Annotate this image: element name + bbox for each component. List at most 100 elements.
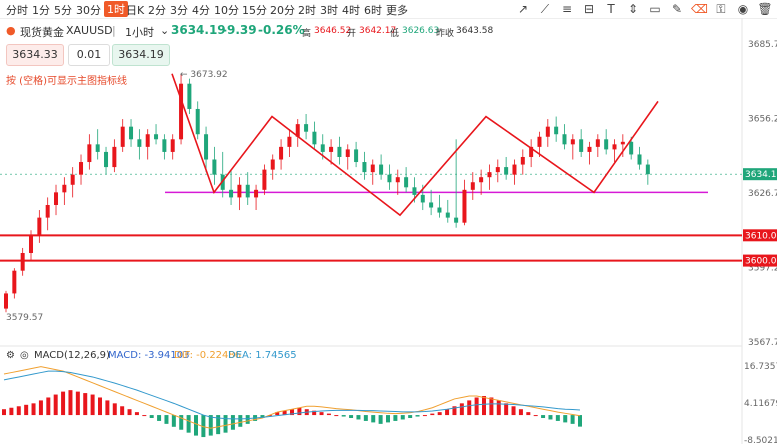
candle-body <box>537 136 542 147</box>
dif-value: DIF: -0.22486 <box>174 350 242 361</box>
macd-bar <box>134 412 139 416</box>
eraser-icon[interactable]: ⌫ <box>691 2 708 16</box>
candle-body <box>87 144 92 163</box>
settings-icon[interactable]: ⚙ <box>6 350 15 361</box>
tab-timeframe[interactable]: 4时 <box>342 4 360 17</box>
hline-icon[interactable]: ⟋ <box>540 2 550 16</box>
eye-icon[interactable]: ◉ <box>737 2 749 16</box>
spread-input[interactable]: 0.01 <box>68 44 110 66</box>
drawing-tools: ↗ ⟋ ≡ ⊟ T ⇕ ▭ ✎ ⌫ ⚿ ◉ 🗑 <box>515 1 773 17</box>
fib-icon[interactable]: ⊟ <box>583 2 595 16</box>
macd-bar <box>326 413 331 416</box>
macd-bar <box>570 415 575 424</box>
high-label: 高 <box>302 29 312 39</box>
tab-timeframe[interactable]: 2分 <box>148 4 166 17</box>
candle-body <box>395 177 400 183</box>
price-change: -9.39 <box>222 23 257 37</box>
tab-timeframe[interactable]: 20分 <box>270 4 295 17</box>
period-chevron-icon[interactable]: ⌄ <box>160 24 170 37</box>
visibility-icon[interactable]: ◎ <box>20 350 29 361</box>
candle-body <box>520 156 525 165</box>
ask-box[interactable]: 3634.19 <box>112 44 170 66</box>
macd-bar <box>548 415 553 420</box>
candle-body <box>45 204 50 218</box>
candle-body <box>12 270 17 294</box>
tab-timeframe[interactable]: 3分 <box>170 4 188 17</box>
candle-body <box>304 124 309 132</box>
macd-bar <box>341 415 346 417</box>
tab-timeframe[interactable]: 1时 <box>104 1 128 17</box>
candle-body <box>579 139 584 152</box>
candle-body <box>312 131 317 145</box>
candle-body <box>195 108 200 135</box>
macd-bar <box>186 415 191 433</box>
macd-bar <box>120 406 125 416</box>
pen-icon[interactable]: ✎ <box>671 2 683 16</box>
macd-bar <box>437 412 442 416</box>
tab-timeframe[interactable]: 6时 <box>364 4 382 17</box>
macd-bar <box>363 415 368 421</box>
candle-body <box>229 189 234 198</box>
rect-icon[interactable]: ▭ <box>649 2 661 16</box>
macd-bar <box>459 403 464 416</box>
macd-bar <box>400 415 405 420</box>
level-tag <box>743 254 777 267</box>
tab-timeframe[interactable]: 5分 <box>54 4 72 17</box>
candle-body <box>354 149 359 163</box>
open-value: 3642.17 <box>359 26 397 36</box>
tab-timeframe[interactable]: 3时 <box>320 4 338 17</box>
candle-body <box>504 167 509 175</box>
text-icon[interactable]: T <box>607 2 615 16</box>
candle-body <box>212 159 217 175</box>
tab-timeframe[interactable]: 4分 <box>192 4 210 17</box>
macd-bar <box>164 415 169 424</box>
candle-body <box>54 192 59 205</box>
delete-icon[interactable]: 🗑 <box>757 2 773 16</box>
macd-bar <box>16 406 21 416</box>
prev-value: 3643.58 <box>456 26 494 36</box>
dea-value: DEA: 1.74565 <box>228 350 297 361</box>
channel-icon[interactable]: ≡ <box>561 2 573 16</box>
candle-body <box>512 164 517 175</box>
tab-timeframe[interactable]: 15分 <box>242 4 267 17</box>
candle-body <box>645 164 650 175</box>
macd-bar <box>386 415 390 423</box>
trend-line-icon[interactable]: ↗ <box>517 2 529 16</box>
candle-body <box>479 177 484 183</box>
macd-bar <box>31 403 36 416</box>
tab-timeframe[interactable]: 更多 <box>386 4 408 17</box>
low-value: 3626.63 <box>402 26 440 36</box>
macd-bar <box>304 409 309 416</box>
level-tag-text: 3610.00 <box>745 231 777 241</box>
macd-bar <box>105 400 110 416</box>
period-select[interactable]: 1小时 <box>125 26 154 39</box>
lock-icon[interactable]: ⚿ <box>716 2 726 16</box>
macd-bar <box>526 412 531 416</box>
macd-bar <box>24 404 29 416</box>
macd-bar <box>422 415 427 417</box>
macd-bar <box>157 415 162 421</box>
macd-bar <box>98 397 102 416</box>
candle-body <box>379 164 384 175</box>
candle-body <box>145 134 150 147</box>
tab-timeframe[interactable]: 1分 <box>32 4 50 17</box>
tab-timeframe[interactable]: 10分 <box>214 4 239 17</box>
tab-timeframe[interactable]: 30分 <box>76 4 101 17</box>
candle-body <box>570 139 575 145</box>
macd-tick-label: -8.50212 <box>744 436 777 444</box>
candle-body <box>470 182 475 190</box>
candle-body <box>187 83 192 109</box>
bid-box[interactable]: 3634.33 <box>6 44 64 66</box>
timeframe-toolbar: 分时 1分 5分 30分 1时 日K 2分 3分 4分 10分 15分 20分 2时 3时 4时 6时 更多 <box>0 0 777 19</box>
macd-bar <box>230 415 235 430</box>
low-label: 低 <box>390 29 400 39</box>
tab-timeframe[interactable]: 分时 <box>6 4 28 17</box>
macd-bar <box>371 415 376 423</box>
candle-body <box>295 124 300 137</box>
tab-timeframe[interactable]: 2时 <box>298 4 316 17</box>
macd-bar <box>496 400 501 416</box>
tab-timeframe[interactable]: 日K <box>126 4 145 17</box>
measure-icon[interactable]: ⇕ <box>627 2 639 16</box>
candle-body <box>70 174 75 185</box>
